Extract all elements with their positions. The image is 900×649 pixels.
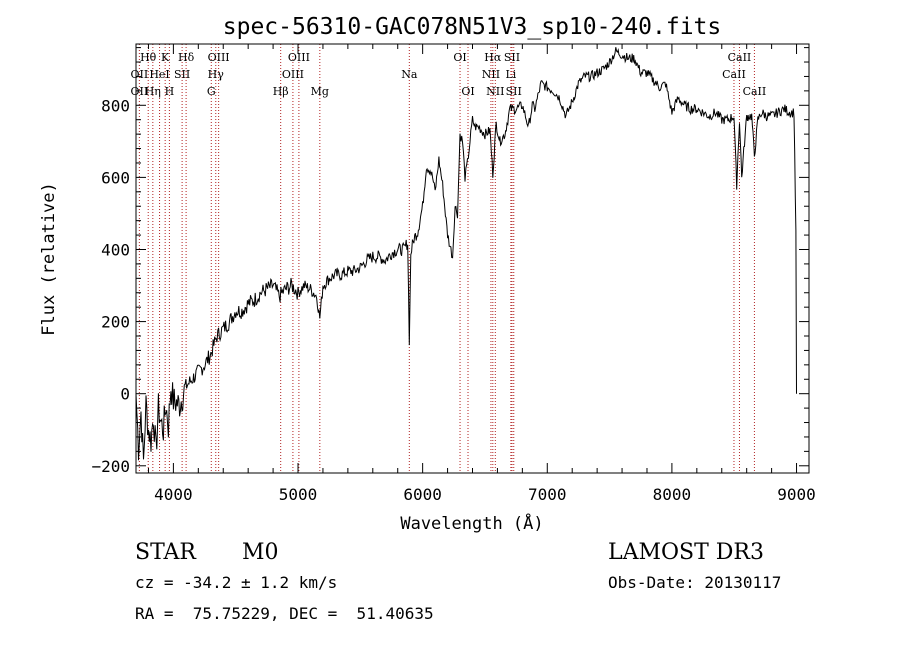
line-label: OIII <box>208 51 230 64</box>
line-label: Li <box>505 68 516 81</box>
redshift-text: cz = -34.2 ± 1.2 km/s <box>135 573 338 592</box>
obs-date-text: Obs-Date: 20130117 <box>608 573 782 592</box>
line-label: Mg <box>311 85 329 98</box>
line-label: CaII <box>722 68 746 81</box>
line-label: Hγ <box>208 68 225 81</box>
line-label: Hδ <box>178 51 195 64</box>
x-axis: 4000 5000 6000 7000 8000 9000 <box>147 44 816 504</box>
line-label: Hθ <box>140 51 157 64</box>
subclass-label: M0 <box>242 540 279 565</box>
line-label: SII <box>174 68 190 81</box>
line-label: Hα <box>484 51 502 64</box>
y-tick-label: 800 <box>101 96 130 115</box>
survey-label: LAMOST DR3 <box>608 540 764 565</box>
x-tick-label: 5000 <box>279 485 318 504</box>
chart-title: spec-56310-GAC078N51V3_sp10-240.fits <box>223 14 722 40</box>
y-tick-label: 400 <box>101 240 130 259</box>
spectrum-line <box>135 47 797 461</box>
y-axis: −200 0 200 400 600 800 <box>91 47 809 476</box>
y-tick-label: 600 <box>101 168 130 187</box>
y-tick-label: −200 <box>91 457 130 476</box>
coordinates-text: RA = 75.75229, DEC = 51.40635 <box>135 604 434 623</box>
y-tick-label: 0 <box>120 385 130 404</box>
line-label: H <box>165 85 175 98</box>
line-label: OII <box>131 85 149 98</box>
x-tick-label: 7000 <box>528 485 567 504</box>
line-label: NII <box>482 68 500 81</box>
line-label: CaII <box>743 85 767 98</box>
line-label: OIII <box>288 51 310 64</box>
line-label: OI <box>461 85 474 98</box>
line-label: CaII <box>728 51 752 64</box>
line-label: K <box>161 51 170 64</box>
line-label: OII <box>131 68 149 81</box>
line-label: G <box>207 85 216 98</box>
x-tick-label: 4000 <box>154 485 193 504</box>
line-label: OIII <box>282 68 304 81</box>
line-label: NII <box>486 85 504 98</box>
line-label: SII <box>504 51 520 64</box>
x-tick-label: 6000 <box>403 485 442 504</box>
x-tick-label: 9000 <box>777 485 816 504</box>
line-label: Hβ <box>273 85 289 98</box>
y-axis-label: Flux (relative) <box>39 182 59 336</box>
line-label: SII <box>506 85 522 98</box>
x-axis-label: Wavelength (Å) <box>400 512 543 534</box>
line-label: Na <box>401 68 418 81</box>
line-markers <box>138 44 755 473</box>
plot-frame <box>135 43 810 474</box>
y-tick-label: 200 <box>101 313 130 332</box>
class-label: STAR <box>135 540 196 565</box>
line-label: OI <box>453 51 466 64</box>
line-label: Hη <box>145 85 161 98</box>
line-label: HeI <box>149 68 169 81</box>
x-tick-label: 8000 <box>653 485 692 504</box>
